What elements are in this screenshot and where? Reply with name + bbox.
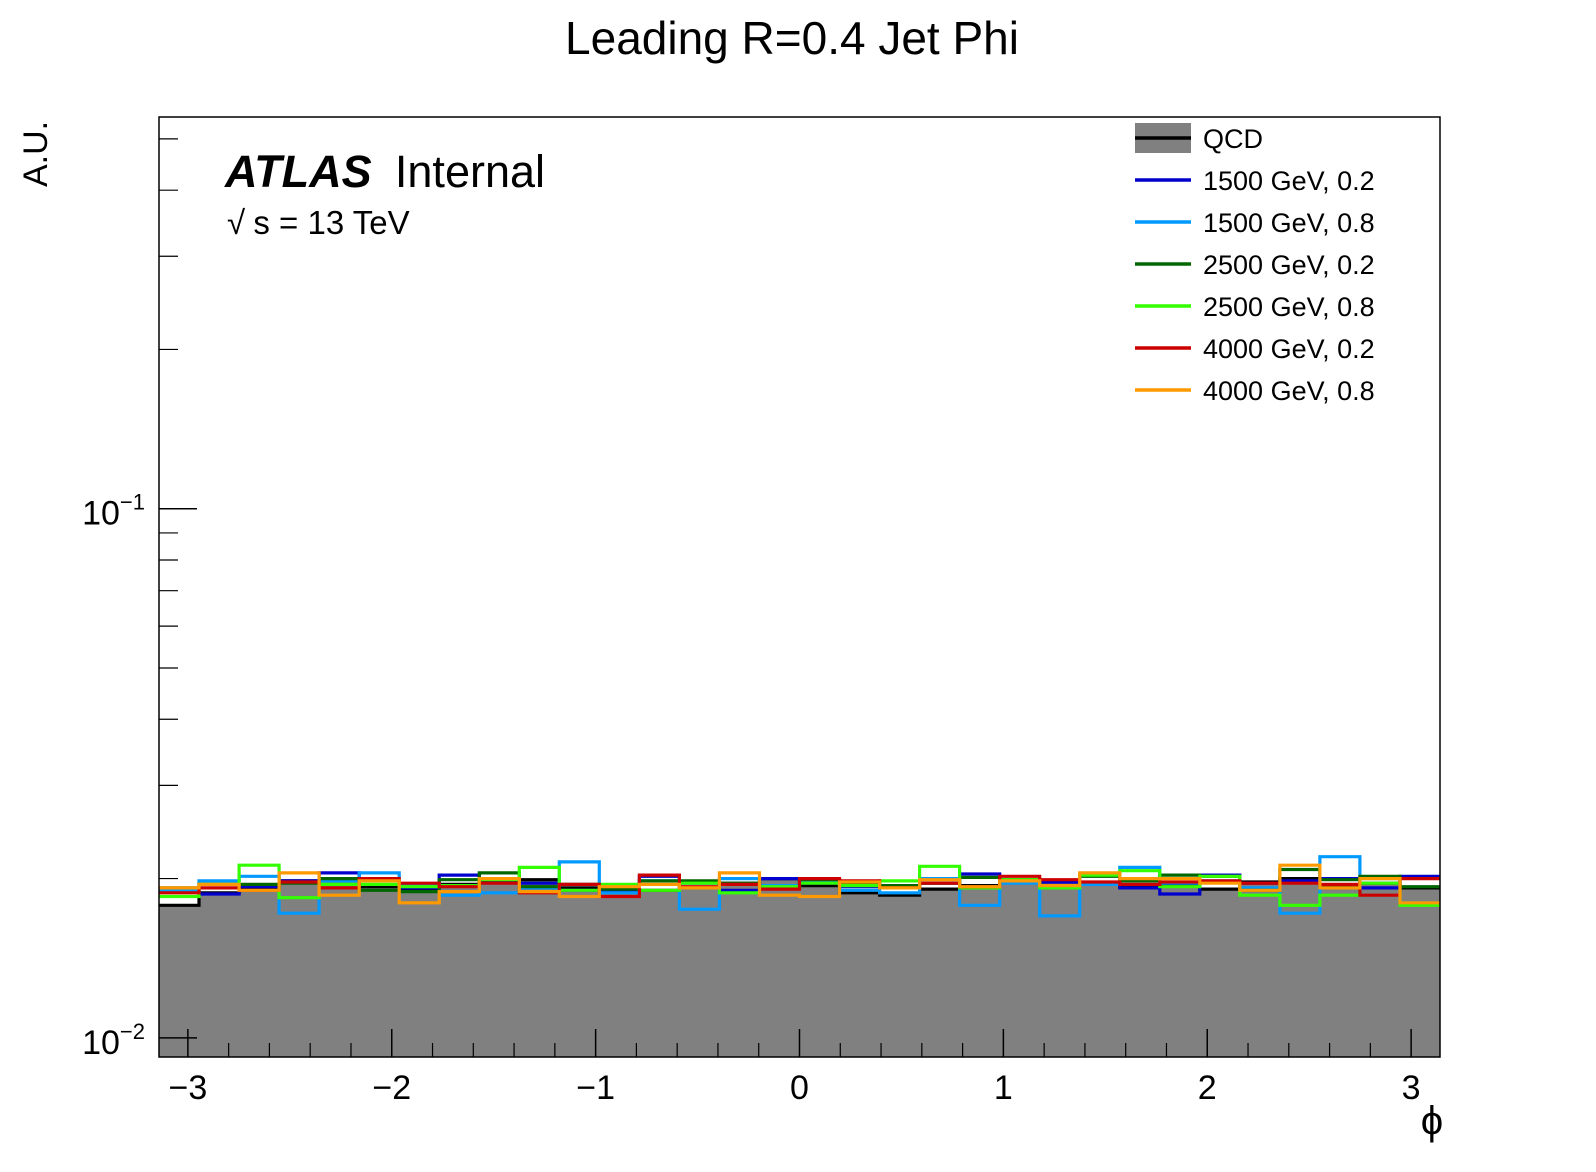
atlas-text: ATLAS: [224, 146, 372, 197]
chart-title: Leading R=0.4 Jet Phi: [565, 12, 1019, 64]
legend-entry: 2500 GeV, 0.2: [1135, 250, 1375, 280]
y-tick-label: 10−2: [82, 1019, 145, 1062]
x-tick-label: −1: [576, 1069, 615, 1107]
legend-label: QCD: [1203, 124, 1263, 154]
y-tick-label: 10−1: [82, 490, 145, 533]
y-axis-label: A.U.: [17, 121, 55, 187]
svg-text:√ s = 13 TeV: √ s = 13 TeV: [227, 204, 410, 242]
x-axis: −3 −2 −1 0 1 2 3: [168, 1029, 1421, 1107]
legend-label: 1500 GeV, 0.8: [1203, 208, 1375, 238]
plot-area: −3 −2 −1 0 1 2 3 10−2 10−1: [82, 116, 1441, 1107]
legend-entry: 4000 GeV, 0.2: [1135, 334, 1375, 364]
x-tick-label: 0: [790, 1069, 809, 1107]
series-qcd-fill: [159, 878, 1440, 1057]
legend-entry: 1500 GeV, 0.2: [1135, 166, 1375, 196]
sqrt-symbol: √: [227, 204, 246, 241]
legend-label: 2500 GeV, 0.8: [1203, 292, 1375, 322]
x-axis-label: ϕ: [1421, 1099, 1443, 1143]
legend-label: 4000 GeV, 0.2: [1203, 334, 1375, 364]
svg-text:ATLAS Internal: ATLAS Internal: [224, 146, 545, 197]
legend-label: 4000 GeV, 0.8: [1203, 376, 1375, 406]
series-line-6: [159, 863, 1440, 905]
x-tick-label: 1: [994, 1069, 1013, 1107]
y-axis: 10−2 10−1: [82, 138, 197, 1062]
internal-text: Internal: [395, 146, 545, 197]
legend-entry: QCD: [1135, 123, 1263, 154]
atlas-label: ATLAS Internal √ s = 13 TeV: [224, 146, 545, 242]
x-tick-label: 3: [1402, 1069, 1421, 1107]
x-tick-label: 2: [1198, 1069, 1217, 1107]
legend: QCD 1500 GeV, 0.2 1500 GeV, 0.8 2500 GeV, 0…: [1135, 123, 1375, 406]
x-tick-label: −3: [168, 1069, 207, 1107]
legend-entry: 2500 GeV, 0.8: [1135, 292, 1375, 322]
legend-entry: 4000 GeV, 0.8: [1135, 376, 1375, 406]
energy-text: s = 13 TeV: [253, 204, 409, 241]
x-tick-label: −2: [372, 1069, 411, 1107]
series-6: [159, 863, 1440, 905]
legend-label: 2500 GeV, 0.2: [1203, 250, 1375, 280]
legend-label: 1500 GeV, 0.2: [1203, 166, 1375, 196]
histogram-layer: [159, 855, 1440, 1057]
legend-entry: 1500 GeV, 0.8: [1135, 208, 1375, 238]
